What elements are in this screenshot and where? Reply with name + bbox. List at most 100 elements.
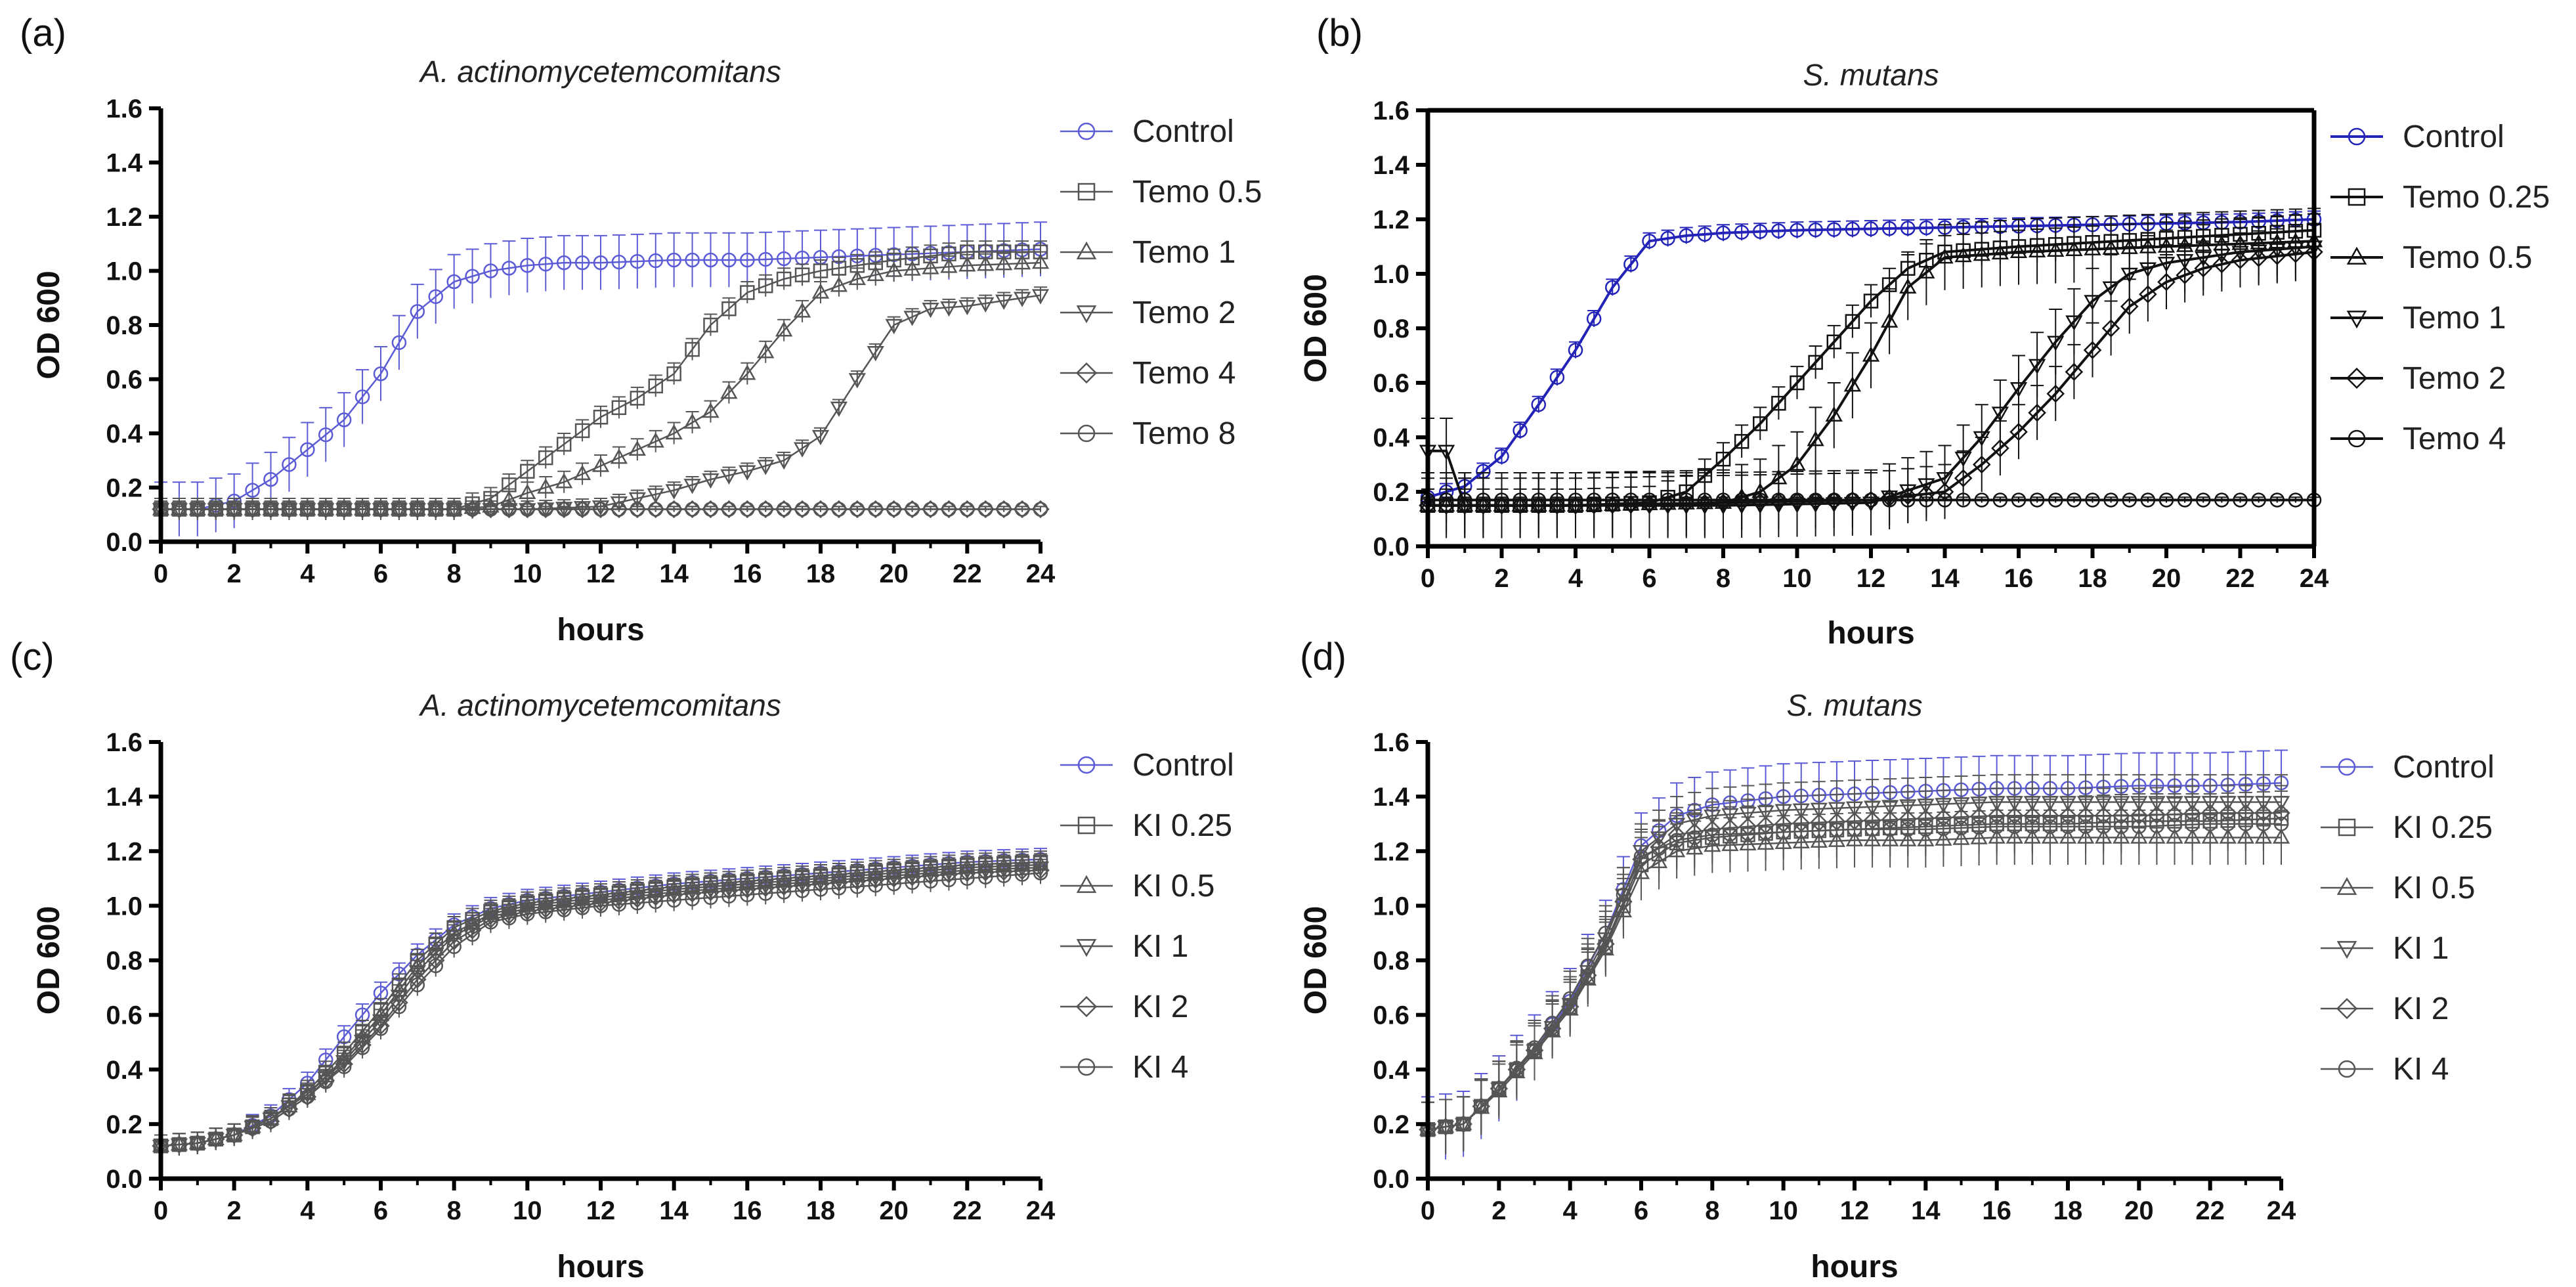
data-point bbox=[1992, 492, 2008, 508]
data-point bbox=[1771, 395, 1786, 411]
data-point bbox=[685, 341, 700, 357]
legend-marker bbox=[1076, 875, 1097, 893]
data-point bbox=[628, 492, 646, 508]
data-point bbox=[300, 502, 315, 517]
data-point bbox=[483, 263, 498, 278]
data-point bbox=[2196, 492, 2211, 508]
series-temo-2 bbox=[152, 286, 1050, 519]
data-point bbox=[1845, 314, 1860, 329]
data-point bbox=[1937, 492, 1952, 508]
data-point bbox=[556, 255, 572, 271]
data-point bbox=[721, 502, 737, 517]
data-point bbox=[2149, 818, 2164, 834]
legend-marker bbox=[1077, 1058, 1096, 1076]
chart-panel-3: (c) A. actinomycetemcomitans 0.0 0.2 0.4 0.6 0… bbox=[10, 636, 1234, 1284]
data-point bbox=[1476, 492, 1491, 508]
data-point bbox=[2042, 819, 2058, 835]
data-point bbox=[225, 503, 243, 519]
data-point bbox=[2029, 492, 2045, 508]
x-axis-label: hours bbox=[557, 1250, 644, 1284]
data-point bbox=[977, 297, 995, 313]
data-point bbox=[1438, 492, 1454, 508]
data-point bbox=[848, 373, 866, 389]
x-tick-label: 8 bbox=[447, 1196, 462, 1225]
data-point bbox=[2102, 281, 2120, 297]
data-point bbox=[1808, 222, 1823, 238]
legend-marker bbox=[2336, 997, 2358, 1020]
data-point bbox=[630, 502, 645, 517]
data-point bbox=[2084, 240, 2101, 255]
data-point bbox=[740, 285, 755, 300]
data-point bbox=[2065, 240, 2083, 256]
x-tick-label: 22 bbox=[953, 559, 982, 588]
data-point bbox=[373, 502, 389, 517]
data-point bbox=[463, 503, 481, 519]
data-point bbox=[1494, 492, 1509, 508]
y-tick-label: 0.4 bbox=[106, 1056, 142, 1085]
data-point bbox=[611, 254, 627, 270]
data-point bbox=[2139, 262, 2157, 278]
y-tick-label: 0.6 bbox=[106, 366, 142, 395]
data-point bbox=[848, 269, 866, 286]
data-point bbox=[739, 364, 756, 380]
x-tick-label: 24 bbox=[2267, 1196, 2296, 1225]
data-point bbox=[410, 502, 425, 517]
data-point bbox=[702, 473, 719, 489]
data-point bbox=[1531, 492, 1546, 508]
data-point bbox=[446, 939, 462, 954]
data-point bbox=[408, 965, 426, 981]
legend-entry: KI 4 bbox=[2393, 1052, 2449, 1087]
data-point bbox=[648, 253, 663, 269]
data-point bbox=[611, 897, 627, 912]
legend-entry: Temo 2 bbox=[2403, 361, 2506, 396]
legend-marker bbox=[1077, 816, 1096, 835]
x-tick-label: 20 bbox=[2152, 564, 2181, 593]
data-point bbox=[1824, 491, 1843, 510]
legend-marker bbox=[1077, 183, 1096, 201]
data-point bbox=[574, 502, 590, 517]
data-point bbox=[2084, 295, 2101, 311]
x-tick-label: 14 bbox=[1911, 1196, 1941, 1225]
x-tick-label: 0 bbox=[1421, 564, 1435, 593]
data-point bbox=[2176, 266, 2194, 284]
x-tick-label: 6 bbox=[1634, 1196, 1648, 1225]
data-point bbox=[794, 883, 810, 898]
panel-label: (c) bbox=[10, 636, 54, 678]
legend-marker bbox=[2336, 877, 2357, 895]
data-point bbox=[978, 869, 993, 884]
data-point bbox=[1623, 257, 1639, 272]
legend-entry: Control bbox=[1132, 114, 1234, 149]
data-point bbox=[2065, 315, 2083, 331]
data-point bbox=[868, 502, 883, 517]
data-point bbox=[1621, 495, 1641, 513]
y-tick-label: 1.6 bbox=[106, 95, 142, 123]
legend-marker bbox=[2338, 1060, 2356, 1078]
data-point bbox=[1753, 492, 1768, 508]
data-point bbox=[1936, 248, 1954, 264]
data-point bbox=[446, 502, 462, 517]
data-point bbox=[2065, 362, 2084, 382]
data-point bbox=[1956, 492, 1971, 508]
data-point bbox=[446, 274, 462, 290]
legend-marker bbox=[2336, 941, 2357, 959]
data-point bbox=[775, 321, 793, 337]
data-point bbox=[1806, 492, 1825, 510]
data-point bbox=[1586, 311, 1602, 326]
data-point bbox=[960, 871, 975, 886]
legend-entry: Temo 1 bbox=[1132, 235, 1235, 270]
y-tick-label: 1.4 bbox=[106, 783, 142, 812]
data-point bbox=[905, 502, 920, 517]
data-point bbox=[683, 413, 701, 429]
data-point bbox=[593, 410, 609, 425]
x-axis-label: hours bbox=[1827, 616, 1914, 651]
data-point bbox=[428, 502, 443, 517]
data-point bbox=[923, 502, 938, 517]
data-point bbox=[372, 503, 390, 519]
x-tick-label: 22 bbox=[953, 1196, 982, 1225]
x-tick-label: 0 bbox=[154, 559, 168, 588]
data-point bbox=[1862, 346, 1880, 362]
data-point bbox=[245, 483, 260, 498]
series-temo-8 bbox=[153, 502, 1048, 517]
data-point bbox=[1586, 492, 1602, 508]
x-tick-label: 24 bbox=[1026, 1196, 1056, 1225]
